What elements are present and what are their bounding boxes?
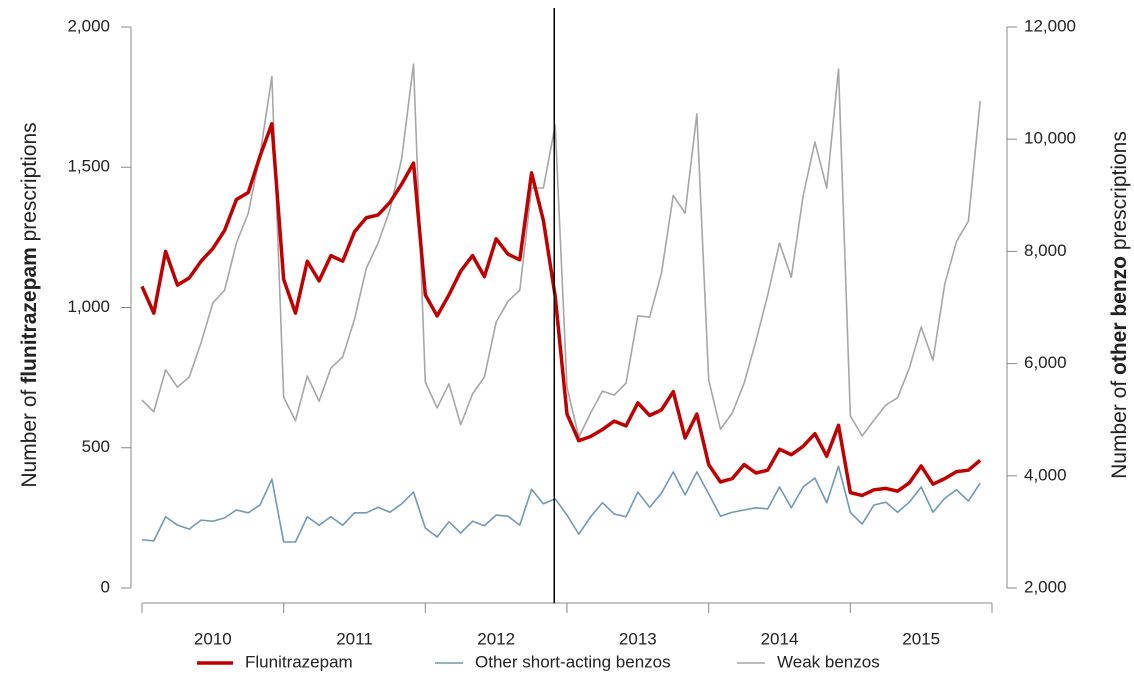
y-axis-label: Number of flunitrazepam prescriptions (18, 122, 41, 487)
label-part: prescriptions (1108, 131, 1131, 256)
y2-tick-label: 2,000 (1024, 577, 1067, 596)
y2-tick-label: 10,000 (1024, 129, 1076, 148)
series-line (141, 465, 981, 543)
y-tick-label: 500 (82, 437, 110, 456)
y2-tick-label: 8,000 (1024, 241, 1067, 260)
y-tick-label: 2,000 (67, 16, 110, 35)
x-tick-label: 2015 (902, 629, 940, 648)
x-tick-label: 2011 (336, 629, 373, 648)
label-part: Number of (18, 384, 41, 488)
label-part: prescriptions (18, 122, 41, 247)
label-part: Number of (1108, 375, 1131, 479)
y2-axis-label: Number of other benzo prescriptions (1108, 131, 1131, 479)
x-tick-label: 2010 (194, 629, 232, 648)
x-tick-label: 2014 (761, 629, 799, 648)
legend-label: Weak benzos (777, 652, 880, 671)
y2-tick-label: 6,000 (1024, 353, 1067, 372)
legend-label: Other short-acting benzos (475, 652, 671, 671)
legend-label: Flunitrazepam (245, 652, 353, 671)
label-part: other benzo (1108, 256, 1131, 375)
series-line (141, 63, 981, 438)
x-tick-label: 2012 (477, 629, 515, 648)
series-line (140, 122, 982, 498)
y-tick-label: 1,000 (67, 297, 110, 316)
y2-tick-label: 4,000 (1024, 465, 1067, 484)
label-part: flunitrazepam (18, 247, 41, 384)
y-tick-label: 0 (101, 577, 110, 596)
x-tick-label: 2013 (619, 629, 657, 648)
y2-tick-label: 12,000 (1024, 16, 1076, 35)
y-tick-label: 1,500 (67, 157, 110, 176)
